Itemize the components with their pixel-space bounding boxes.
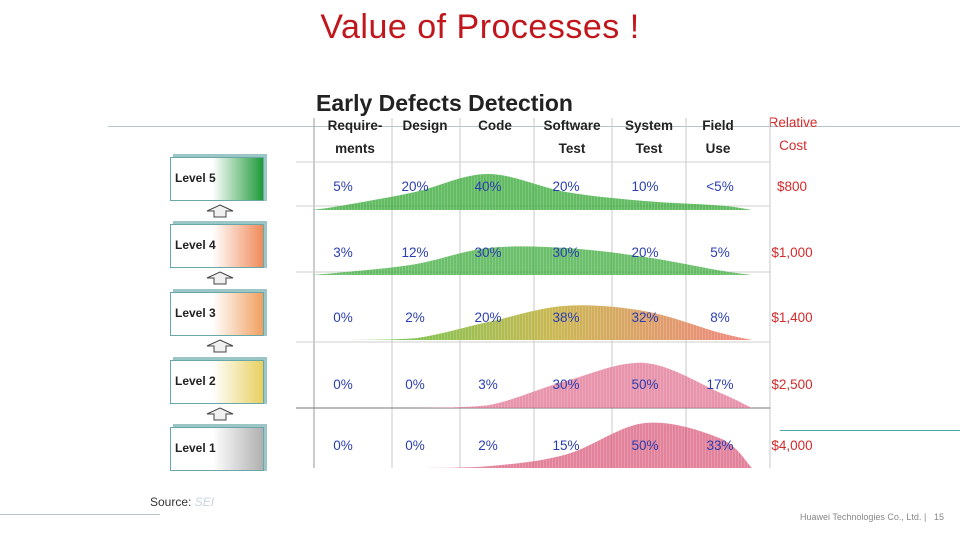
level-label: Level 2: [175, 374, 216, 388]
table-cell: 0%: [405, 377, 425, 392]
table-cell: 30%: [552, 245, 580, 260]
up-arrow-icon: [206, 407, 234, 421]
distribution-curves: [312, 174, 752, 468]
source-label: Source:: [150, 495, 192, 509]
table-cell: 20%: [401, 179, 429, 194]
relative-cost-cell: $1,000: [771, 245, 813, 260]
source-value: SEI: [194, 495, 215, 509]
level-label: Level 1: [175, 441, 216, 455]
table-cell: 15%: [552, 438, 580, 453]
up-arrow-icon: [206, 271, 234, 285]
table-cell: 40%: [474, 179, 502, 194]
table-cell: 30%: [552, 377, 580, 392]
distribution-curve-hatch: [312, 174, 752, 210]
distribution-curve-hatch: [312, 422, 752, 468]
table-cell: 5%: [710, 245, 730, 260]
table-cell: 2%: [405, 310, 425, 325]
table-cell: <5%: [706, 179, 734, 194]
bottom-rule: [0, 514, 160, 515]
table-cell: 50%: [631, 438, 659, 453]
table-cell: 50%: [631, 377, 659, 392]
table-cell: 0%: [333, 310, 353, 325]
table-cell: 5%: [333, 179, 353, 194]
relative-cost-cell: $4,000: [771, 438, 813, 453]
col-header-software-test: Software Test: [543, 118, 601, 156]
page-number: 15: [934, 512, 945, 522]
level-box: Level 2: [170, 360, 264, 404]
bottom-rule-right: [780, 430, 960, 431]
level-box: Level 5: [170, 157, 264, 201]
table-cell: 8%: [710, 310, 730, 325]
table-cell: 17%: [706, 377, 734, 392]
col-header-field-use: Field Use: [702, 118, 734, 156]
source-note: Source: SEI: [150, 495, 214, 509]
distribution-curve-hatch: [312, 305, 752, 340]
footer-company: Huawei Technologies Co., Ltd. |: [800, 512, 927, 522]
table-cell: 12%: [401, 245, 429, 260]
table-cell: 0%: [333, 377, 353, 392]
up-arrow-icon: [206, 204, 234, 218]
page-title: Value of Processes !: [320, 8, 640, 46]
relative-cost-cell: $1,400: [771, 310, 813, 325]
table-cell: 3%: [333, 245, 353, 260]
relative-cost-cell: $2,500: [771, 377, 813, 392]
table-cell: 3%: [478, 377, 498, 392]
col-header-relative-cost: Relative Cost: [768, 115, 818, 153]
table-cell: 30%: [474, 245, 502, 260]
chart-heading: Early Defects Detection: [316, 90, 573, 116]
table-cell: 33%: [706, 438, 734, 453]
col-header-requirements: Require- ments: [327, 118, 383, 156]
table-cell: 20%: [631, 245, 659, 260]
distribution-curve-hatch: [312, 246, 752, 275]
table-cell: 20%: [474, 310, 502, 325]
table-cell: 2%: [478, 438, 498, 453]
level-label: Level 3: [175, 306, 216, 320]
level-box: Level 1: [170, 427, 264, 471]
table-cell: 32%: [631, 310, 659, 325]
table-cell: 10%: [631, 179, 659, 194]
table-cell: 0%: [405, 438, 425, 453]
col-header-code: Code: [478, 118, 512, 133]
level-box: Level 4: [170, 224, 264, 268]
level-label: Level 4: [175, 238, 216, 252]
distribution-curve-hatch: [312, 362, 752, 408]
col-header-system-test: System Test: [624, 118, 674, 156]
relative-cost-cell: $800: [776, 179, 808, 194]
table-cell: 0%: [333, 438, 353, 453]
up-arrow-icon: [206, 339, 234, 353]
table-grid: [296, 118, 771, 468]
level-label: Level 5: [175, 171, 216, 185]
table-cell: 20%: [552, 179, 580, 194]
table-cell: 38%: [552, 310, 580, 325]
col-header-design: Design: [402, 118, 448, 133]
level-box: Level 3: [170, 292, 264, 336]
